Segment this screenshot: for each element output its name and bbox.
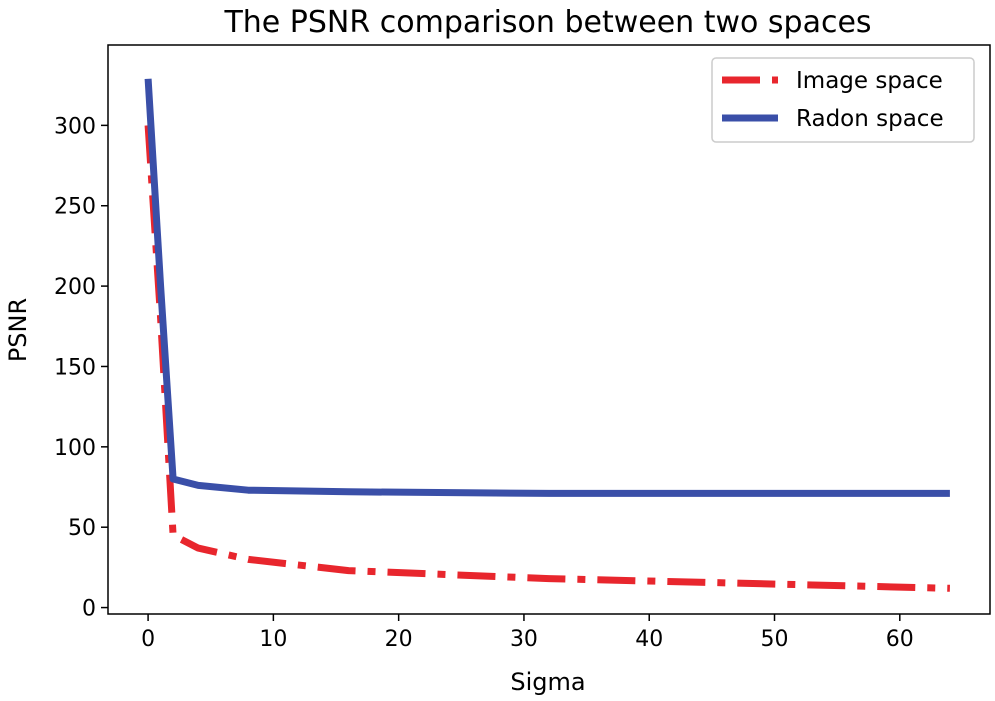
series-line-image-space — [144, 125, 950, 592]
y-tick-label: 300 — [54, 114, 96, 139]
y-axis: 0 50 100 150 200 250 300 — [54, 114, 108, 622]
x-tick-label: 60 — [886, 627, 914, 652]
legend-label: Image space — [796, 68, 943, 94]
y-axis-label: PSNR — [4, 298, 32, 362]
series-line-radon-space — [144, 78, 950, 497]
x-tick-label: 50 — [761, 627, 789, 652]
y-tick-label: 0 — [82, 597, 96, 622]
x-axis-label: Sigma — [510, 668, 585, 696]
y-tick-label: 100 — [54, 436, 96, 461]
legend: Image space Radon space — [711, 57, 975, 143]
x-tick-label: 10 — [259, 627, 287, 652]
plot-area — [107, 44, 991, 615]
x-tick-label: 20 — [385, 627, 413, 652]
x-tick-label: 30 — [510, 627, 538, 652]
x-tick-label: 0 — [141, 627, 155, 652]
y-tick-label: 50 — [68, 516, 96, 541]
legend-label: Radon space — [796, 106, 944, 132]
y-tick-label: 150 — [54, 355, 96, 380]
y-tick-label: 200 — [54, 275, 96, 300]
series-layer — [144, 78, 950, 592]
y-tick-label: 250 — [54, 195, 96, 220]
chart-title: The PSNR comparison between two spaces — [223, 5, 871, 40]
x-tick-label: 40 — [635, 627, 663, 652]
x-axis: 0 10 20 30 40 50 60 — [141, 614, 914, 652]
